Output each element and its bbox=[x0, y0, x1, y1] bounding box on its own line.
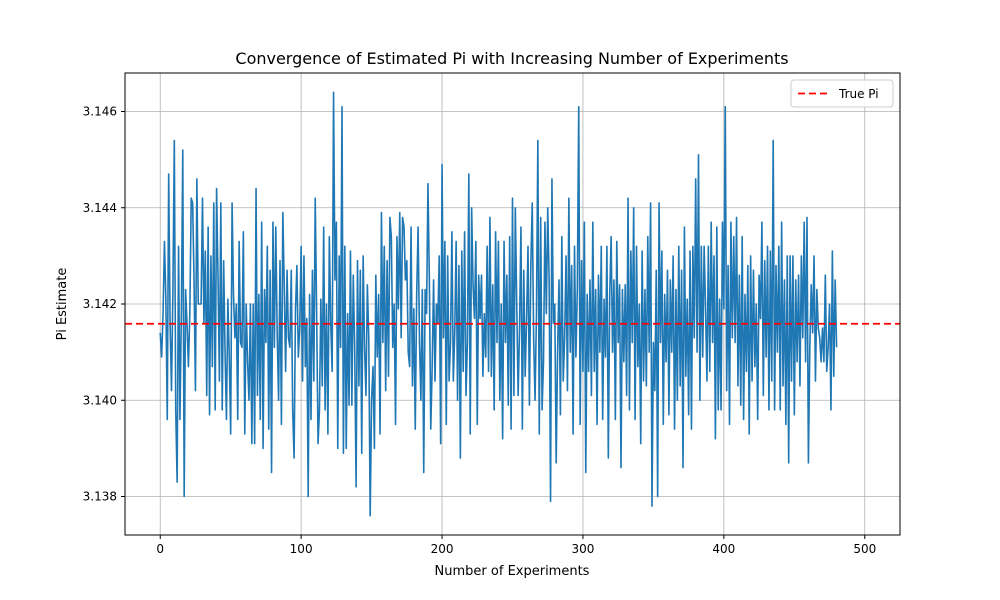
chart-title: Convergence of Estimated Pi with Increas… bbox=[235, 49, 788, 68]
y-tick-label: 3.146 bbox=[83, 105, 117, 119]
x-tick-label: 500 bbox=[853, 542, 876, 556]
x-axis: 0 100 200 300 400 500 bbox=[156, 535, 876, 556]
x-tick-label: 0 bbox=[156, 542, 164, 556]
legend-label: True Pi bbox=[838, 87, 879, 101]
x-tick-label: 400 bbox=[712, 542, 735, 556]
x-tick-label: 200 bbox=[431, 542, 454, 556]
legend: True Pi bbox=[790, 79, 894, 108]
y-axis: 3.138 3.140 3.142 3.144 3.146 bbox=[83, 105, 125, 504]
y-axis-label: Pi Estimate bbox=[55, 268, 70, 341]
y-tick-label: 3.138 bbox=[83, 490, 117, 504]
legend-box bbox=[790, 79, 894, 108]
x-tick-label: 300 bbox=[572, 542, 595, 556]
y-tick-label: 3.144 bbox=[83, 201, 117, 215]
series-line bbox=[159, 91, 838, 517]
x-tick-label: 100 bbox=[290, 542, 313, 556]
y-tick-label: 3.142 bbox=[83, 297, 117, 311]
y-tick-label: 3.140 bbox=[83, 393, 117, 407]
x-axis-label: Number of Experiments bbox=[435, 564, 590, 579]
